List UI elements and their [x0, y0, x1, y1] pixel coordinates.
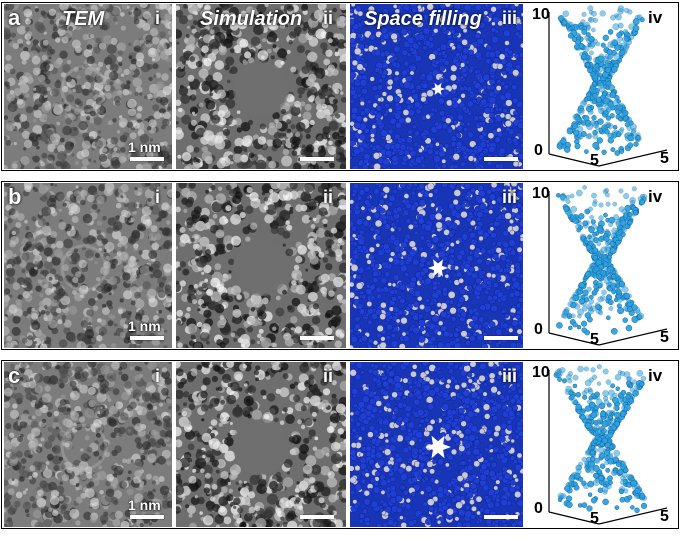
space-filling-title: Space filling [364, 8, 482, 30]
scale-bar-space-filling [484, 336, 518, 340]
plot-axis [548, 332, 600, 346]
tem-micrograph [4, 4, 172, 169]
axis-y-tick: 5 [660, 329, 669, 346]
axis-origin: 0 [534, 142, 543, 159]
space-filling-panel [350, 183, 523, 348]
pore-hole [431, 82, 445, 96]
axis-origin: 0 [534, 321, 543, 338]
numeral-iii: iii [502, 366, 518, 386]
numeral-i: i [155, 8, 161, 28]
pore-3d-plot-panel [527, 4, 677, 169]
axis-z-max: 10 [532, 185, 550, 202]
axis-z-max: 10 [532, 364, 550, 381]
scale-bar-simulation [300, 515, 334, 519]
hourglass-plot [548, 364, 668, 525]
simulation-image-panel [176, 362, 346, 527]
axis-y-tick: 5 [660, 150, 669, 167]
simulated-micrograph [176, 183, 346, 348]
numeral-ii: ii [323, 187, 334, 207]
plot-axis [598, 328, 668, 346]
simulation-image-panel [176, 4, 346, 169]
scale-bar-space-filling [484, 515, 518, 519]
space-filling-model [350, 4, 523, 169]
panel-letter: c [8, 363, 21, 388]
pore-3d-plot-panel [527, 183, 677, 348]
axis-x-tick: 5 [590, 510, 599, 527]
hourglass-plot [548, 185, 668, 346]
numeral-ii: ii [323, 366, 334, 386]
figure-row-b: b i ii iii iv 1 nm 10 0 5 5 [0, 181, 682, 352]
axis-x-tick: 5 [590, 331, 599, 348]
numeral-i: i [155, 366, 161, 386]
space-filling-panel [350, 4, 523, 169]
scale-bar-simulation [300, 336, 334, 340]
scale-bar-label: 1 nm [128, 139, 161, 155]
simulated-micrograph [176, 362, 346, 527]
numeral-iii: iii [502, 187, 518, 207]
scale-bar-tem [130, 157, 164, 161]
numeral-ii: ii [323, 8, 334, 28]
axis-x-tick: 5 [590, 152, 599, 169]
scale-bar-space-filling [484, 157, 518, 161]
plot-axis [548, 153, 600, 167]
panel-letter: b [8, 184, 22, 209]
scale-bar-simulation [300, 157, 334, 161]
axis-y-tick: 5 [660, 508, 669, 525]
pore-hole [425, 435, 451, 459]
plot-axis [548, 511, 600, 525]
plot-axis [598, 507, 668, 525]
numeral-iv: iv [648, 8, 663, 27]
tem-title: TEM [62, 8, 105, 30]
scale-bar-label: 1 nm [128, 497, 161, 513]
panel-letter: a [8, 5, 21, 30]
figure-row-c: c i ii iii iv 1 nm 10 0 5 5 [0, 360, 682, 531]
scale-bar-tem [130, 336, 164, 340]
figure-row-a: a TEM Simulation Space filling i ii iii iv 1 nm 1… [0, 2, 682, 173]
numeral-i: i [155, 187, 161, 207]
plot-axis [598, 149, 668, 167]
tem-image-panel [4, 362, 172, 527]
pore-hole [428, 259, 448, 277]
tem-image-panel [4, 4, 172, 169]
axis-origin: 0 [534, 500, 543, 517]
space-filling-panel [350, 362, 523, 527]
space-filling-model [350, 183, 523, 348]
hourglass-plot [548, 5, 668, 167]
numeral-iv: iv [648, 187, 663, 206]
scale-bar-label: 1 nm [128, 318, 161, 334]
tem-micrograph [4, 362, 172, 527]
axis-z-max: 10 [532, 6, 550, 23]
tem-image-panel [4, 183, 172, 348]
scale-bar-tem [130, 515, 164, 519]
tem-micrograph [4, 183, 172, 348]
numeral-iv: iv [648, 366, 663, 385]
pore-3d-plot-panel [527, 362, 677, 527]
numeral-iii: iii [502, 8, 518, 28]
space-filling-model [350, 362, 523, 527]
simulated-micrograph [176, 4, 346, 169]
simulation-title: Simulation [200, 8, 303, 30]
simulation-image-panel [176, 183, 346, 348]
